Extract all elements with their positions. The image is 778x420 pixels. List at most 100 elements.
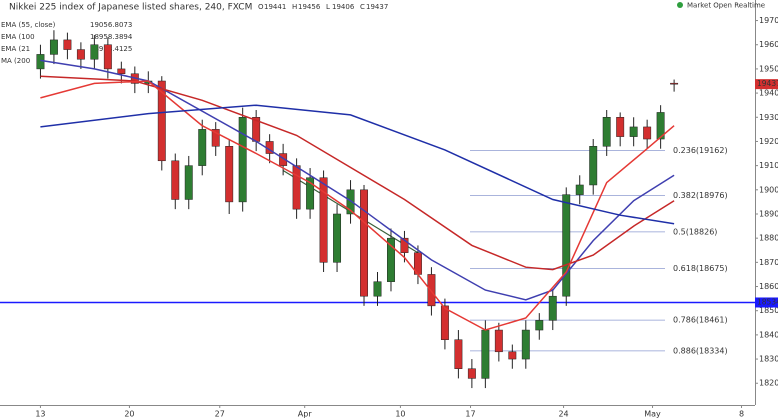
- fib-label: 0.786(18461): [673, 316, 728, 325]
- fib-label: 0.618(18675): [673, 264, 728, 273]
- candle-body: [427, 274, 436, 307]
- price-tag: [755, 297, 778, 308]
- x-tick-label: 8: [739, 410, 744, 419]
- candle-body: [76, 49, 85, 60]
- candle-body: [279, 153, 288, 166]
- ohlc-label: O: [258, 3, 264, 11]
- x-tick-label: 10: [395, 410, 405, 419]
- candle-body: [467, 368, 476, 379]
- fib-label: 0.5(18826): [673, 227, 717, 236]
- y-tick-label: 19100: [759, 161, 778, 170]
- candle-body: [63, 39, 72, 50]
- fib-label: 0.382(18976): [673, 191, 728, 200]
- candle-body: [454, 339, 463, 369]
- ohlc-value: 19456: [298, 3, 321, 11]
- legend-value: 19056.8073: [90, 21, 132, 29]
- ohlc-label: H: [292, 3, 297, 11]
- x-tick-label: Apr: [298, 410, 313, 419]
- candle-body: [117, 68, 126, 74]
- candle-body: [589, 146, 598, 186]
- candle-body: [643, 126, 652, 140]
- last-price-label: 19437: [757, 79, 778, 88]
- plot-area: 0.236(19162) 0.382(18976) 0.5(18826) 0.618(…: [0, 30, 755, 389]
- candle-body: [562, 194, 571, 297]
- candle-body: [238, 117, 247, 203]
- ohlc-value: 19441: [264, 3, 286, 11]
- moving-average: [40, 59, 675, 301]
- y-tick-label: 18500: [759, 306, 778, 315]
- y-tick-label: 18900: [759, 209, 778, 218]
- candle-body: [373, 281, 382, 297]
- x-tick-label: 20: [124, 410, 134, 419]
- legend-label: EMA (100: [1, 33, 35, 41]
- candle-body: [387, 237, 395, 282]
- candle-body: [670, 82, 679, 85]
- ohlc-label: C: [360, 3, 365, 11]
- x-tick-label: 13: [35, 410, 45, 419]
- candle-body: [319, 177, 328, 263]
- y-tick-label: 18800: [759, 234, 778, 243]
- y-tick-label: 18600: [759, 282, 778, 291]
- fib-label: 0.236(19162): [673, 146, 728, 155]
- ohlc-label: L: [326, 3, 330, 11]
- candle-body: [575, 184, 584, 195]
- ohlc-value: 19406: [332, 3, 355, 11]
- candle-body: [292, 165, 301, 210]
- legend-label: MA (200: [1, 57, 30, 65]
- moving-average: [40, 104, 675, 225]
- candle-body: [548, 295, 557, 321]
- candle-body: [535, 320, 544, 331]
- header: Nikkei 225 index of Japanese listed shar…: [9, 2, 765, 13]
- y-tick-label: 18700: [759, 258, 778, 267]
- candle-body: [103, 44, 112, 70]
- y-tick-label: 19500: [759, 64, 778, 73]
- x-tick-label: 17: [465, 410, 475, 419]
- candle-body: [360, 189, 368, 297]
- candle-body: [481, 329, 490, 379]
- moving-average: [40, 75, 675, 271]
- candle-body: [616, 117, 625, 137]
- candle-body: [171, 160, 180, 200]
- candle-body: [508, 351, 517, 360]
- candle-body: [306, 177, 315, 210]
- candle-body: [198, 129, 207, 166]
- candle-body: [629, 126, 638, 137]
- candle-body: [333, 213, 342, 263]
- moving-average: [40, 80, 675, 331]
- candle-body: [157, 80, 166, 162]
- last-price-tag: [755, 79, 778, 90]
- candle-body: [90, 44, 99, 60]
- ohlc-value: 19437: [366, 3, 388, 11]
- legend-value: 18958.3894: [90, 33, 133, 41]
- legend-label: EMA (55, close): [1, 21, 56, 29]
- candle-body: [225, 146, 234, 203]
- chart-title: Nikkei 225 index of Japanese listed shar…: [9, 3, 252, 13]
- candle-body: [440, 305, 449, 340]
- x-tick-label: 27: [215, 410, 225, 419]
- y-tick-label: 19300: [759, 113, 778, 122]
- candle-body: [211, 129, 220, 147]
- candle-body: [494, 329, 503, 353]
- candle-body: [36, 54, 45, 70]
- candle-body: [521, 329, 530, 360]
- fib-label: 0.886(18334): [673, 346, 728, 355]
- price-tag-label: 18534: [757, 297, 778, 306]
- x-tick-label: 24: [558, 410, 568, 419]
- y-tick-label: 18200: [759, 379, 778, 388]
- y-tick-label: 19400: [759, 89, 778, 98]
- y-tick-label: 19600: [759, 40, 778, 49]
- candle-body: [184, 165, 193, 200]
- candle-body: [49, 39, 58, 55]
- y-tick-label: 18400: [759, 330, 778, 339]
- status-dot: [677, 2, 683, 8]
- candle-body: [602, 117, 611, 147]
- candle-body: [346, 189, 355, 215]
- y-tick-label: 19700: [759, 16, 778, 25]
- status: Market Open Realtime: [687, 2, 765, 10]
- y-tick-label: 19000: [759, 185, 778, 194]
- legend-label: EMA (21: [1, 45, 30, 53]
- y-tick-label: 19200: [759, 137, 778, 146]
- candle-body: [656, 112, 665, 140]
